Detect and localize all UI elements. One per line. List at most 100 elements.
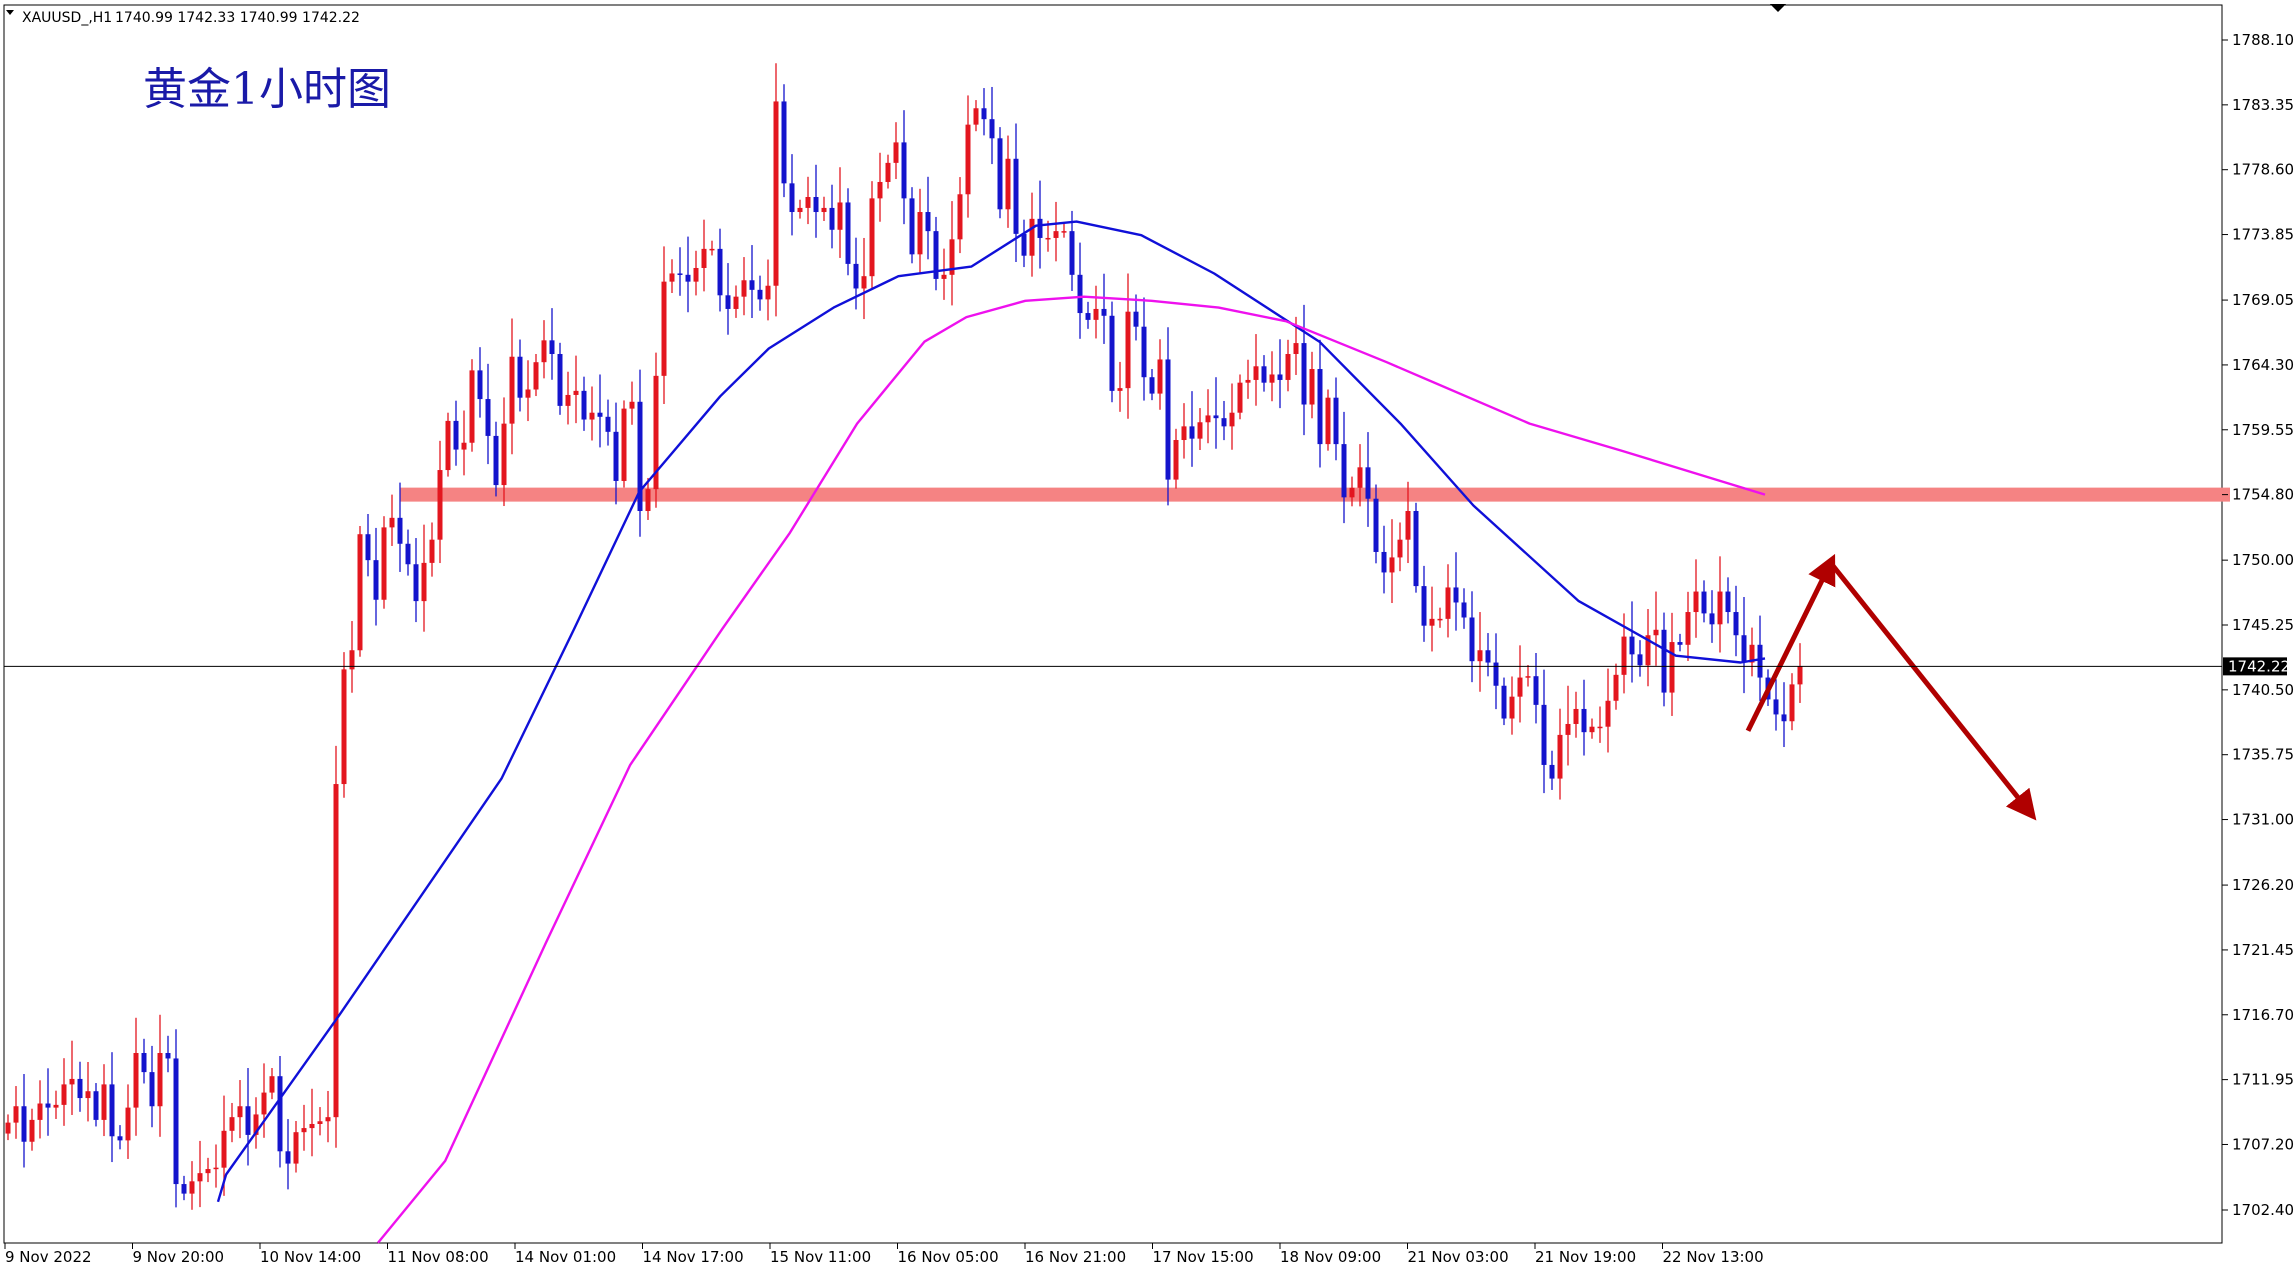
candle-body <box>1573 708 1579 724</box>
candle-body <box>269 1076 275 1093</box>
candle-body <box>1053 231 1059 238</box>
candle-body <box>1117 388 1123 391</box>
y-tick-label: 1735.75 <box>2232 746 2294 764</box>
candle-body <box>1317 369 1323 445</box>
candle-body <box>293 1132 299 1164</box>
candle-body <box>261 1092 267 1115</box>
candle-body <box>1085 313 1091 320</box>
candle-body <box>373 560 379 600</box>
candle-body <box>53 1104 59 1108</box>
candle-body <box>701 248 707 268</box>
candle-body <box>1533 676 1539 705</box>
x-tick-label: 17 Nov 15:00 <box>1153 1248 1254 1266</box>
candle-body <box>1365 467 1371 499</box>
candle-body <box>693 267 699 282</box>
candle-body <box>917 212 923 255</box>
candle-body <box>1045 237 1051 240</box>
price-tag-value: 1742.22 <box>2228 657 2290 675</box>
candle-body <box>885 162 891 182</box>
candle-body <box>317 1121 323 1124</box>
candle-body <box>981 108 987 120</box>
candle-body <box>229 1117 235 1131</box>
candle-body <box>1197 422 1203 439</box>
candle-body <box>5 1122 11 1134</box>
candle-body <box>869 198 875 277</box>
x-tick-label: 22 Nov 13:00 <box>1663 1248 1764 1266</box>
candle-body <box>605 416 611 432</box>
candle-body <box>389 517 395 528</box>
candle-body <box>1269 374 1275 383</box>
candle-body <box>1477 650 1483 662</box>
candle-body <box>477 370 483 400</box>
resistance-zone <box>400 487 2230 502</box>
candle-body <box>749 280 755 290</box>
y-tick-label: 1745.25 <box>2232 616 2294 634</box>
candle-body <box>1165 359 1171 480</box>
candle-body <box>1789 684 1795 722</box>
y-tick-label: 1702.40 <box>2232 1201 2294 1219</box>
candle-body <box>1021 233 1027 256</box>
ohlc-values: 1740.99 1742.33 1740.99 1742.22 <box>115 10 360 26</box>
candle-body <box>301 1128 307 1133</box>
candle-body <box>997 138 1003 210</box>
candle-body <box>861 276 867 289</box>
candle-body <box>1173 440 1179 480</box>
candle-body <box>1437 618 1443 621</box>
candle-body <box>805 197 811 208</box>
candle-body <box>325 1117 331 1122</box>
candle-body <box>965 124 971 195</box>
candle-body <box>773 101 779 286</box>
symbol-dropdown-icon[interactable] <box>6 10 14 15</box>
candle-body <box>1421 586 1427 626</box>
candle-body <box>853 263 859 289</box>
candle-body <box>1325 397 1331 445</box>
candlesticks <box>5 63 1803 1210</box>
candle-body <box>1453 587 1459 603</box>
candle-body <box>661 281 667 376</box>
candle-body <box>1381 551 1387 573</box>
candle-body <box>565 394 571 406</box>
candle-body <box>1429 618 1435 626</box>
candle-body <box>1389 557 1395 573</box>
candle-body <box>237 1106 243 1118</box>
candle-body <box>1741 635 1747 663</box>
candle-body <box>205 1169 211 1174</box>
candle-body <box>901 142 907 199</box>
candle-body <box>1309 369 1315 405</box>
y-tick-label: 1721.45 <box>2232 941 2294 959</box>
candle-body <box>1357 467 1363 488</box>
candle-body <box>933 231 939 279</box>
candle-body <box>813 197 819 213</box>
candle-body <box>1797 666 1803 685</box>
candle-body <box>413 564 419 602</box>
candle-body <box>517 356 523 398</box>
x-tick-label: 14 Nov 01:00 <box>515 1248 616 1266</box>
candle-body <box>1557 734 1563 779</box>
candle-body <box>1221 418 1227 427</box>
candle-body <box>245 1106 251 1135</box>
candle-body <box>93 1091 99 1120</box>
price-axis: 1788.10 1783.35 1778.60 1773.85 1769.05 1764.… <box>2222 31 2294 1219</box>
candle-body <box>1013 158 1019 234</box>
candle-body <box>1757 644 1763 678</box>
price-tag <box>2223 657 2287 676</box>
candle-body <box>1509 696 1515 719</box>
candle-body <box>1621 636 1627 675</box>
candle-body <box>397 517 403 544</box>
chart-title: 黄金1小时图 <box>143 64 391 115</box>
candle-body <box>557 354 563 406</box>
chart-shift-marker-icon[interactable] <box>1770 4 1786 12</box>
candle-body <box>1373 498 1379 552</box>
candle-body <box>1253 366 1259 380</box>
candle-body <box>221 1130 227 1168</box>
x-tick-label: 18 Nov 09:00 <box>1280 1248 1381 1266</box>
candle-body <box>725 295 731 309</box>
candle-body <box>469 370 475 443</box>
candle-body <box>253 1114 259 1135</box>
candle-body <box>645 489 651 512</box>
candle-body <box>77 1078 83 1099</box>
candle-body <box>189 1181 195 1194</box>
candle-body <box>1141 326 1147 378</box>
candle-body <box>1493 662 1499 686</box>
